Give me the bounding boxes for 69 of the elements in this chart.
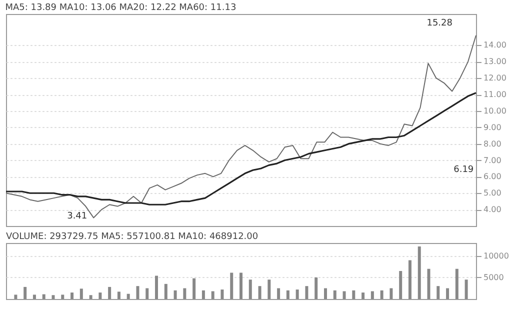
bar xyxy=(464,280,468,299)
bar xyxy=(286,290,290,299)
bar xyxy=(390,288,393,299)
y-tick-label: 12.00 xyxy=(484,74,506,83)
bar xyxy=(202,290,205,299)
y-tick-label: 14.00 xyxy=(484,40,506,50)
chart-subtitle: MA5: 13.89 MA10: 13.06 MA20: 12.22 MA60: 11.13 xyxy=(5,3,236,13)
bar xyxy=(24,286,27,299)
bar xyxy=(117,292,120,299)
bar xyxy=(174,290,177,299)
bar xyxy=(268,280,271,299)
line-series xyxy=(5,92,477,206)
y-tick-label: 11.00 xyxy=(484,90,506,100)
bar xyxy=(146,288,149,299)
bar xyxy=(362,292,365,299)
bar xyxy=(70,292,74,299)
bar xyxy=(192,278,196,299)
bar xyxy=(418,246,421,299)
bar xyxy=(333,290,336,299)
chart-subtitle: VOLUME: 293729.75 MA5: 557100.81 MA10: 468912.00 xyxy=(6,232,258,242)
bar xyxy=(370,291,374,299)
bar xyxy=(324,288,327,299)
bar xyxy=(164,284,168,299)
bar xyxy=(32,294,36,299)
bar xyxy=(183,288,186,299)
bar xyxy=(455,268,458,299)
bar xyxy=(108,286,112,299)
y-tick-label: 10.00 xyxy=(484,106,506,116)
y-tick-label: 6.00 xyxy=(484,172,502,182)
bar xyxy=(248,280,252,299)
bar xyxy=(14,294,18,299)
bar xyxy=(220,290,224,299)
bar xyxy=(305,286,308,299)
bar xyxy=(427,268,430,299)
y-tick-label: 5000 xyxy=(484,272,504,282)
bar xyxy=(98,292,102,299)
bar xyxy=(89,295,92,299)
line-series xyxy=(6,34,476,218)
bar xyxy=(126,294,130,299)
bar xyxy=(296,290,299,299)
bar xyxy=(352,290,356,299)
bar xyxy=(436,286,440,299)
bar xyxy=(155,276,158,299)
y-tick-label: 10000 xyxy=(484,251,509,260)
bar xyxy=(42,294,46,299)
bar xyxy=(211,291,214,299)
bar xyxy=(408,260,412,299)
bar xyxy=(314,277,318,299)
bar xyxy=(277,288,280,299)
bar xyxy=(52,295,55,299)
y-tick-label: 13.00 xyxy=(484,57,506,66)
y-tick-label: 9.00 xyxy=(484,122,502,132)
bar xyxy=(258,286,262,299)
y-tick-label: 8.00 xyxy=(484,139,502,148)
bar xyxy=(380,290,384,299)
y-tick-label: 4.00 xyxy=(484,205,502,214)
bar xyxy=(61,294,64,299)
bar xyxy=(342,291,346,299)
annotation: 15.28 xyxy=(426,18,453,28)
bar xyxy=(230,272,234,299)
bar xyxy=(240,272,242,299)
bar xyxy=(136,286,140,299)
y-tick-label: 7.00 xyxy=(484,156,502,165)
y-tick-label: 5.00 xyxy=(484,188,502,198)
bar xyxy=(399,271,402,299)
annotation: 6.19 xyxy=(454,164,474,175)
annotation: 3.41 xyxy=(67,211,88,222)
bar xyxy=(446,288,450,299)
bar xyxy=(80,288,83,299)
